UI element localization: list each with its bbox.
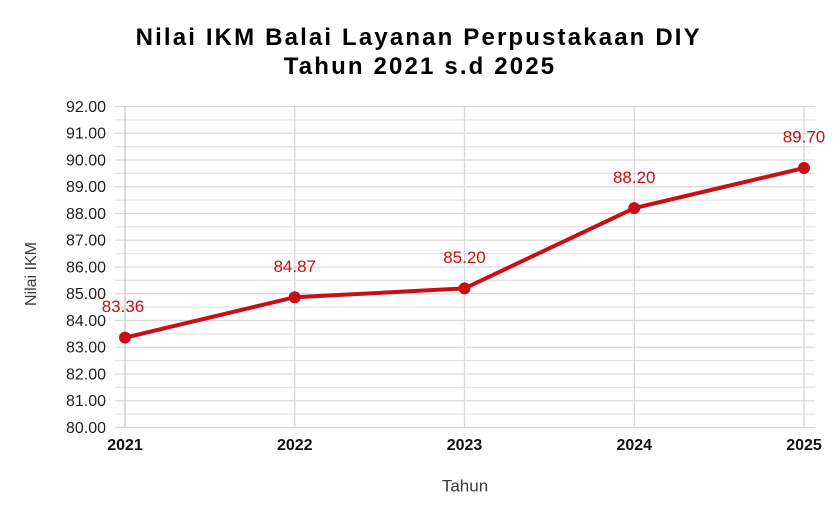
svg-text:84.87: 84.87 <box>273 257 316 276</box>
svg-text:90.00: 90.00 <box>66 152 106 169</box>
svg-text:87.00: 87.00 <box>66 233 106 250</box>
svg-text:81.00: 81.00 <box>66 393 106 410</box>
svg-text:89.70: 89.70 <box>783 128 826 147</box>
svg-text:Tahun: Tahun <box>442 477 488 496</box>
svg-text:2021: 2021 <box>107 437 143 454</box>
svg-text:Nilai IKM: Nilai IKM <box>23 242 40 306</box>
svg-text:83.00: 83.00 <box>66 340 106 357</box>
svg-text:2023: 2023 <box>447 437 483 454</box>
svg-text:85.00: 85.00 <box>66 286 106 303</box>
svg-text:88.00: 88.00 <box>66 206 106 223</box>
svg-text:83.36: 83.36 <box>102 297 145 316</box>
svg-text:2025: 2025 <box>786 437 822 454</box>
svg-text:89.00: 89.00 <box>66 179 106 196</box>
svg-text:2024: 2024 <box>616 437 652 454</box>
svg-text:85.20: 85.20 <box>443 248 486 267</box>
svg-text:91.00: 91.00 <box>66 126 106 143</box>
svg-text:2022: 2022 <box>277 437 313 454</box>
svg-text:82.00: 82.00 <box>66 366 106 383</box>
svg-text:Tahun 2021 s.d 2025: Tahun 2021 s.d 2025 <box>284 53 557 80</box>
svg-text:Nilai IKM Balai Layanan Perpus: Nilai IKM Balai Layanan Perpustakaan DIY <box>136 24 702 51</box>
svg-text:86.00: 86.00 <box>66 259 106 276</box>
svg-text:84.00: 84.00 <box>66 313 106 330</box>
svg-text:80.00: 80.00 <box>66 420 106 437</box>
svg-text:88.20: 88.20 <box>613 168 656 187</box>
svg-text:92.00: 92.00 <box>66 99 106 116</box>
